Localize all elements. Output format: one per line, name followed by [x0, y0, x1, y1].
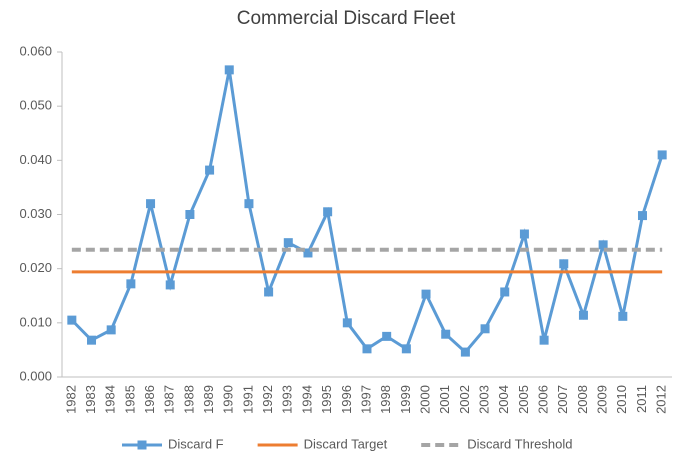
- marker: [146, 199, 156, 209]
- marker: [342, 318, 352, 328]
- marker: [460, 347, 470, 357]
- legend-marker: [137, 440, 147, 450]
- y-tick-label: 0.040: [19, 152, 52, 167]
- x-tick-label: 1985: [122, 385, 137, 414]
- x-tick-label: 1989: [201, 385, 216, 414]
- marker: [362, 344, 372, 354]
- legend-item: Discard Target: [257, 436, 388, 451]
- legend-item: Discard Threshold: [421, 436, 572, 451]
- x-tick-label: 2008: [575, 385, 590, 414]
- marker: [559, 259, 569, 269]
- x-tick-label: 1988: [181, 385, 196, 414]
- chart-title: Commercial Discard Fleet: [237, 8, 456, 29]
- marker: [106, 325, 116, 335]
- marker: [578, 310, 588, 320]
- marker: [637, 211, 647, 221]
- marker: [480, 324, 490, 334]
- marker: [382, 331, 392, 341]
- marker: [283, 238, 293, 248]
- x-tick-label: 2000: [417, 385, 432, 414]
- x-tick-label: 2004: [496, 385, 511, 414]
- x-tick-label: 1994: [299, 385, 314, 414]
- marker: [539, 335, 549, 345]
- marker: [303, 248, 313, 258]
- y-tick-label: 0.030: [19, 206, 52, 221]
- x-tick-label: 2001: [437, 385, 452, 414]
- series-line: [70, 69, 664, 355]
- legend-label: Discard Target: [304, 436, 388, 451]
- x-tick-label: 1982: [63, 385, 78, 414]
- x-tick-label: 1996: [339, 385, 354, 414]
- marker: [205, 165, 215, 175]
- marker: [244, 199, 254, 209]
- x-tick-label: 1999: [398, 385, 413, 414]
- x-tick-label: 1997: [358, 385, 373, 414]
- marker: [598, 240, 608, 250]
- marker: [441, 329, 451, 339]
- marker: [421, 289, 431, 299]
- legend-label: Discard F: [168, 436, 224, 451]
- y-tick-label: 0.050: [19, 98, 52, 113]
- x-tick-label: 1992: [260, 385, 275, 414]
- marker: [67, 315, 77, 325]
- x-tick-label: 2010: [614, 385, 629, 414]
- marker: [519, 229, 529, 239]
- x-tick-label: 2005: [516, 385, 531, 414]
- legend-label: Discard Threshold: [467, 436, 572, 451]
- marker: [323, 207, 333, 217]
- marker: [126, 279, 136, 289]
- x-tick-label: 2012: [654, 385, 669, 414]
- x-tick-label: 1998: [378, 385, 393, 414]
- x-tick-label: 1993: [280, 385, 295, 414]
- marker: [87, 335, 97, 345]
- marker: [264, 287, 274, 297]
- y-tick-label: 0.000: [19, 368, 52, 383]
- x-tick-label: 2009: [595, 385, 610, 414]
- x-tick-label: 1991: [240, 385, 255, 414]
- x-tick-label: 1984: [103, 385, 118, 414]
- y-tick-label: 0.010: [19, 314, 52, 329]
- marker: [657, 150, 667, 160]
- x-tick-label: 1986: [142, 385, 157, 414]
- marker: [500, 287, 510, 297]
- legend-item: Discard F: [122, 436, 224, 451]
- marker: [401, 344, 411, 354]
- x-tick-label: 2003: [477, 385, 492, 414]
- x-tick-label: 1987: [162, 385, 177, 414]
- marker: [224, 65, 234, 75]
- x-tick-label: 2006: [536, 385, 551, 414]
- x-tick-label: 1983: [83, 385, 98, 414]
- marker: [165, 280, 175, 290]
- x-tick-label: 2002: [457, 385, 472, 414]
- marker: [618, 311, 628, 321]
- x-tick-label: 2007: [555, 385, 570, 414]
- y-tick-label: 0.020: [19, 260, 52, 275]
- x-tick-label: 2011: [634, 385, 649, 413]
- y-tick-label: 0.060: [19, 43, 52, 58]
- x-tick-label: 1990: [221, 385, 236, 414]
- x-tick-label: 1995: [319, 385, 334, 414]
- marker: [185, 210, 195, 219]
